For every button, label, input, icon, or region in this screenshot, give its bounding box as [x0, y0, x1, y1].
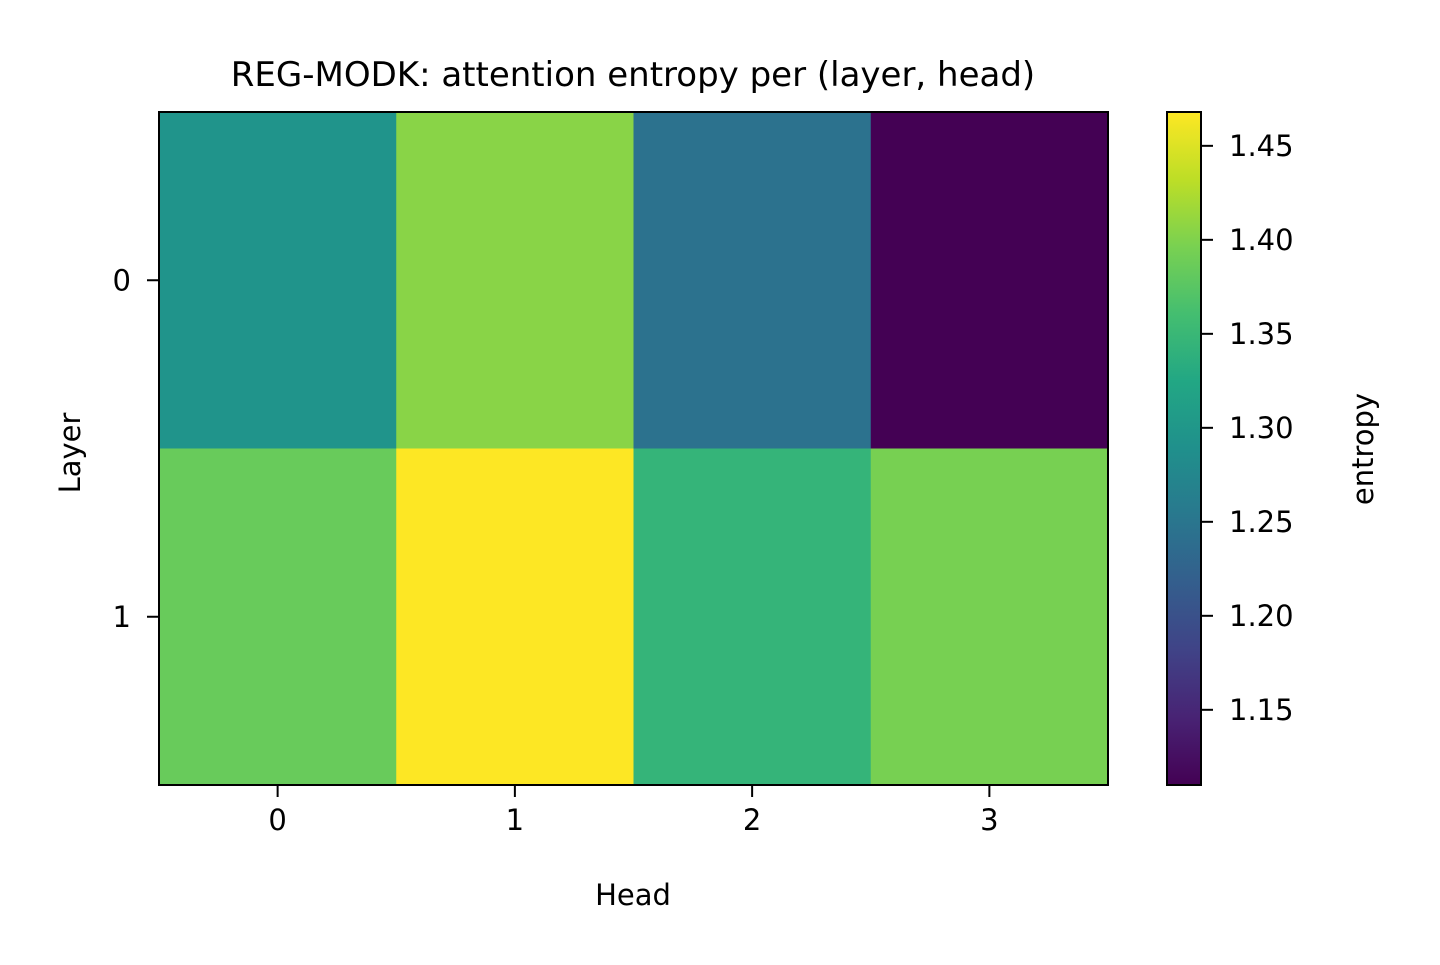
heatmap-cell [870, 112, 1109, 449]
x-tick-label: 2 [743, 803, 761, 837]
colorbar-tick-label: 1.45 [1229, 129, 1294, 163]
colorbar-tick-label: 1.25 [1229, 505, 1294, 539]
heatmap-cells [159, 112, 1109, 786]
y-tick-label: 0 [113, 263, 131, 297]
heatmap-cell [870, 448, 1109, 786]
y-tick-label: 1 [113, 600, 131, 634]
y-axis-ticks: 01 [113, 263, 159, 634]
colorbar-tick-label: 1.40 [1229, 223, 1294, 257]
x-axis-ticks: 0 1 2 3 [268, 785, 999, 837]
colorbar-tick-label: 1.20 [1229, 599, 1294, 633]
x-tick-label: 0 [268, 803, 286, 837]
x-tick-label: 3 [980, 803, 998, 837]
colorbar-tick-label: 1.30 [1229, 411, 1294, 445]
colorbar-label: entropy [1346, 393, 1380, 505]
heatmap-cell [159, 112, 397, 449]
heatmap-cell [633, 448, 872, 786]
colorbar-tick-label: 1.15 [1229, 693, 1294, 727]
colorbar-ticks: 1.15 1.20 1.25 1.30 1.35 1.40 1.45 [1201, 129, 1294, 727]
heatmap-cell [396, 448, 634, 786]
plot-frame [158, 111, 1109, 786]
x-axis-label: Head [595, 878, 671, 912]
colorbar-tick-label: 1.35 [1229, 317, 1294, 351]
colorbar [1166, 111, 1202, 786]
heatmap-cell [159, 448, 397, 786]
heatmap-cell [633, 112, 872, 449]
y-axis-label: Layer [53, 412, 87, 493]
x-tick-label: 1 [506, 803, 524, 837]
heatmap-cell [396, 112, 634, 449]
chart-title: REG-MODK: attention entropy per (layer, … [231, 55, 1035, 95]
